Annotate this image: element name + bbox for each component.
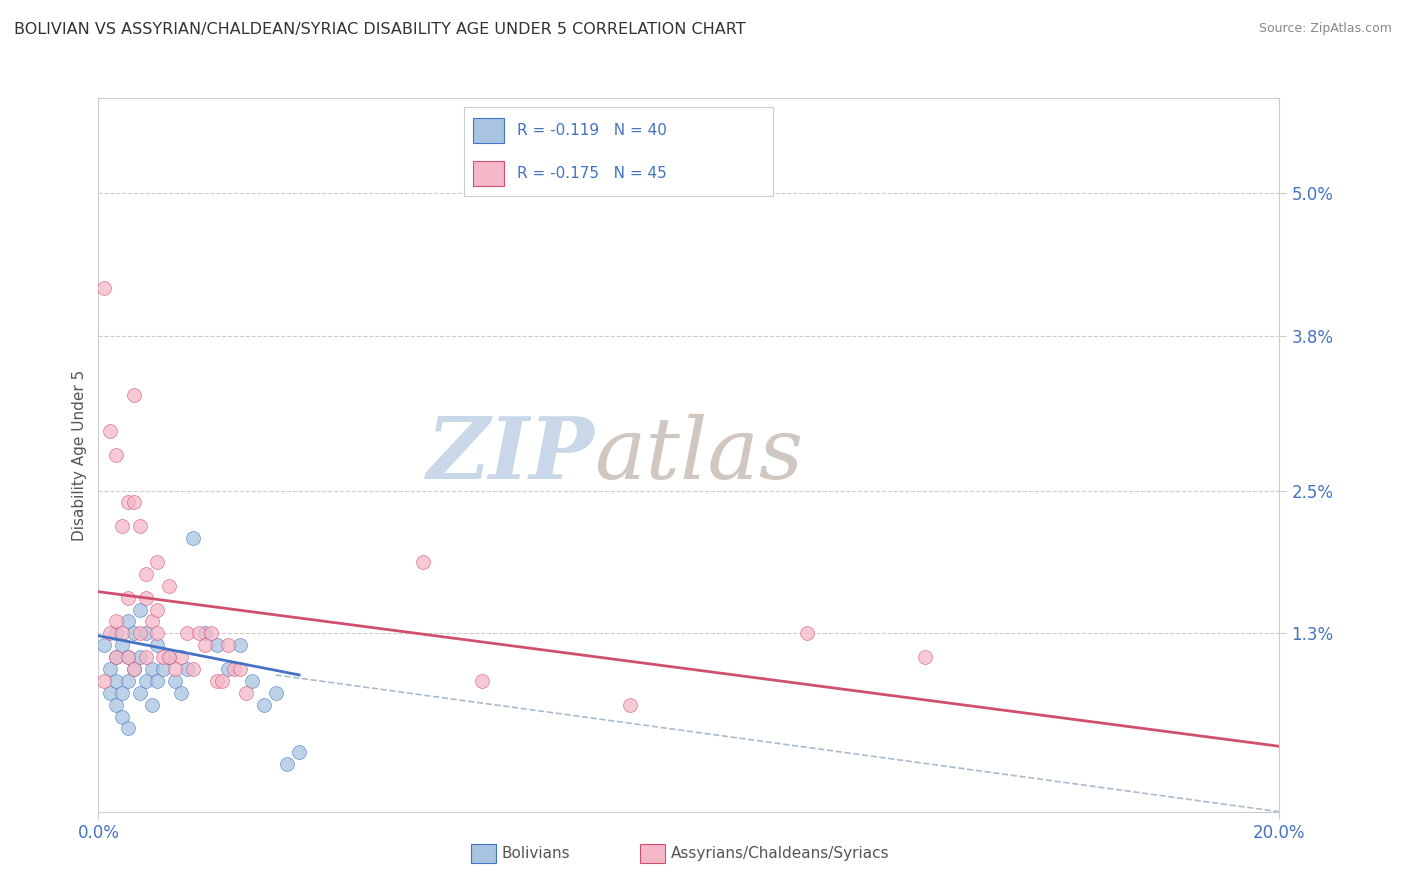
- Point: [288, 745, 311, 759]
- Point: [217, 638, 239, 652]
- Point: [117, 673, 139, 688]
- Point: [93, 673, 115, 688]
- Point: [217, 662, 239, 676]
- Point: [170, 650, 193, 665]
- Point: [146, 555, 169, 569]
- Point: [105, 650, 128, 665]
- Point: [135, 673, 157, 688]
- Point: [105, 673, 128, 688]
- Point: [276, 757, 298, 772]
- Point: [135, 591, 157, 605]
- Point: [111, 626, 134, 640]
- Point: [105, 698, 128, 712]
- Point: [117, 650, 139, 665]
- Point: [235, 686, 257, 700]
- Point: [111, 638, 134, 652]
- Point: [105, 448, 128, 462]
- Point: [181, 662, 204, 676]
- Point: [122, 495, 145, 509]
- Point: [111, 686, 134, 700]
- Point: [229, 662, 252, 676]
- Point: [122, 626, 145, 640]
- Point: [224, 662, 246, 676]
- Text: BOLIVIAN VS ASSYRIAN/CHALDEAN/SYRIAC DISABILITY AGE UNDER 5 CORRELATION CHART: BOLIVIAN VS ASSYRIAN/CHALDEAN/SYRIAC DIS…: [14, 22, 745, 37]
- Text: Assyrians/Chaldeans/Syriacs: Assyrians/Chaldeans/Syriacs: [671, 847, 889, 861]
- Text: Bolivians: Bolivians: [502, 847, 571, 861]
- Point: [157, 579, 180, 593]
- Point: [128, 602, 150, 616]
- Point: [194, 638, 217, 652]
- Point: [98, 626, 121, 640]
- Point: [157, 650, 180, 665]
- Text: atlas: atlas: [595, 414, 804, 496]
- Point: [152, 650, 174, 665]
- Point: [146, 673, 169, 688]
- Point: [253, 698, 276, 712]
- Point: [412, 555, 434, 569]
- Y-axis label: Disability Age Under 5: Disability Age Under 5: [72, 369, 87, 541]
- Point: [187, 626, 209, 640]
- Point: [264, 686, 287, 700]
- Point: [111, 709, 134, 723]
- Point: [117, 591, 139, 605]
- Point: [111, 519, 134, 533]
- Text: Source: ZipAtlas.com: Source: ZipAtlas.com: [1258, 22, 1392, 36]
- Point: [205, 638, 228, 652]
- Point: [471, 673, 494, 688]
- Point: [141, 698, 163, 712]
- Text: R = -0.175   N = 45: R = -0.175 N = 45: [516, 166, 666, 180]
- Point: [117, 650, 139, 665]
- Point: [194, 626, 217, 640]
- Point: [128, 626, 150, 640]
- Point: [122, 388, 145, 402]
- Point: [796, 626, 818, 640]
- Point: [105, 615, 128, 629]
- Point: [240, 673, 263, 688]
- Point: [122, 662, 145, 676]
- Point: [181, 531, 204, 545]
- Point: [135, 650, 157, 665]
- Point: [117, 615, 139, 629]
- Point: [914, 650, 936, 665]
- Point: [152, 662, 174, 676]
- Text: ZIP: ZIP: [426, 413, 595, 497]
- Point: [117, 495, 139, 509]
- Point: [128, 650, 150, 665]
- Point: [211, 673, 233, 688]
- Point: [128, 519, 150, 533]
- Point: [157, 650, 180, 665]
- Point: [141, 615, 163, 629]
- Point: [93, 281, 115, 295]
- Point: [205, 673, 228, 688]
- Text: R = -0.119   N = 40: R = -0.119 N = 40: [516, 123, 666, 137]
- Point: [176, 662, 198, 676]
- Point: [117, 722, 139, 736]
- Point: [146, 638, 169, 652]
- Point: [105, 650, 128, 665]
- Point: [146, 602, 169, 616]
- Point: [165, 673, 187, 688]
- Point: [128, 686, 150, 700]
- Point: [93, 638, 115, 652]
- Point: [135, 566, 157, 581]
- Point: [170, 686, 193, 700]
- Bar: [474, 118, 505, 143]
- Point: [146, 626, 169, 640]
- Point: [176, 626, 198, 640]
- Bar: [474, 161, 505, 186]
- Point: [619, 698, 641, 712]
- Point: [141, 662, 163, 676]
- Point: [135, 626, 157, 640]
- Point: [165, 662, 187, 676]
- Point: [98, 686, 121, 700]
- Point: [122, 662, 145, 676]
- Point: [200, 626, 222, 640]
- Point: [98, 424, 121, 438]
- Point: [229, 638, 252, 652]
- Point: [105, 626, 128, 640]
- Point: [98, 662, 121, 676]
